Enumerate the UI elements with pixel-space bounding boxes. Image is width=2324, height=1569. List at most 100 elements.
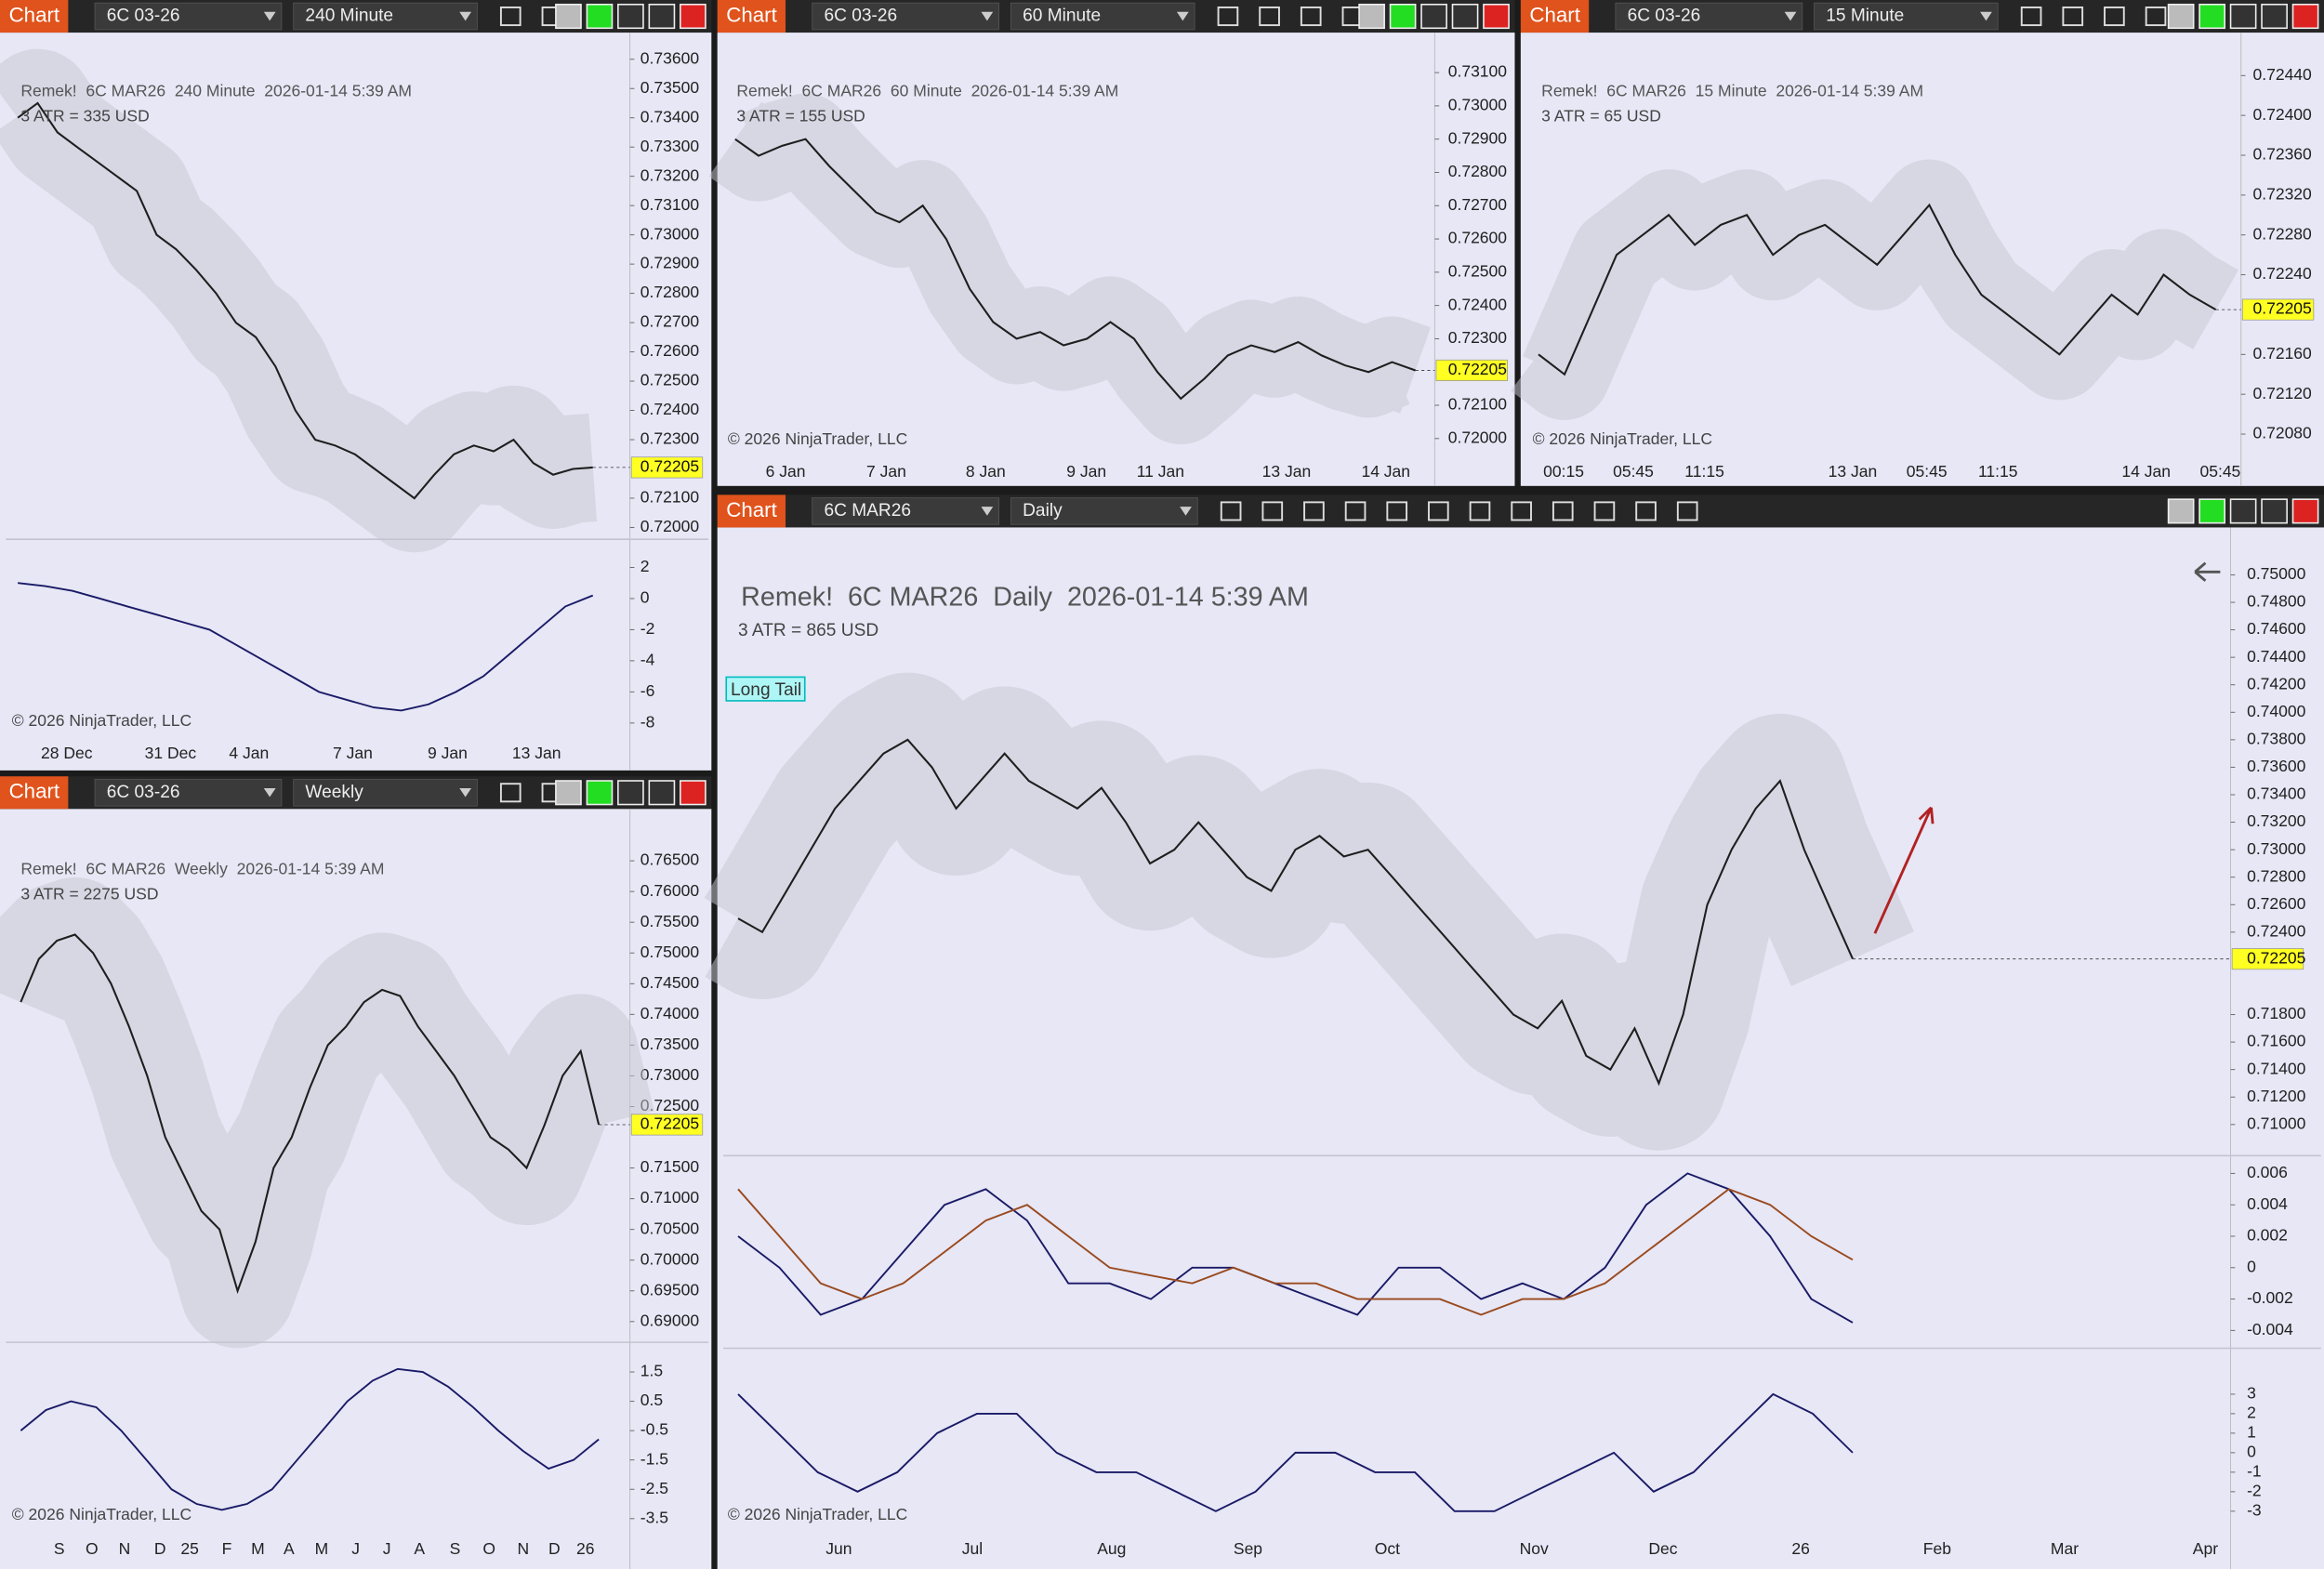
price-tick-label: 0.74000 (640, 1004, 700, 1022)
atr-label: 3 ATR = 335 USD (20, 107, 149, 125)
window-button[interactable] (680, 780, 706, 806)
window-button[interactable] (2199, 498, 2225, 524)
last-price-label: 0.72205 (2247, 948, 2305, 967)
annotation-box (725, 676, 806, 702)
price-tick-label: 0.72320 (2252, 184, 2312, 203)
osc-line (737, 1188, 1854, 1316)
time-label: N (517, 1539, 529, 1558)
window-button[interactable] (1358, 3, 1385, 30)
window-button[interactable] (2199, 3, 2225, 30)
osc-tick-label: -0.004 (2247, 1320, 2293, 1338)
instrument-label: 6C 03-26 (107, 783, 180, 802)
time-label: Sep (1234, 1539, 1262, 1558)
tool-icon[interactable] (2062, 7, 2084, 27)
window-button[interactable] (1451, 3, 1479, 30)
tool-icon[interactable] (1635, 501, 1657, 521)
tool-icon[interactable] (2104, 7, 2125, 27)
window-button[interactable] (680, 3, 706, 30)
price-tick-label: 0.72400 (640, 400, 700, 418)
tool-icon[interactable] (1552, 501, 1574, 521)
chart-title: Remek! 6C MAR26 60 Minute 2026-01-14 5:3… (736, 81, 1118, 99)
tool-icon[interactable] (1217, 7, 1239, 27)
window-button[interactable] (555, 780, 582, 806)
price-tick-label: 0.72100 (640, 488, 700, 507)
time-label: 9 Jan (1066, 462, 1106, 481)
window-button[interactable] (2167, 498, 2195, 524)
window-button[interactable] (1389, 3, 1417, 30)
back-arrow[interactable] (2194, 561, 2221, 582)
time-label: 05:45 (2199, 462, 2240, 481)
chart-button[interactable] (717, 0, 786, 33)
price-tick-label: 0.76000 (640, 881, 700, 900)
last-price-label: 0.72205 (640, 457, 699, 476)
tool-icon[interactable] (1593, 501, 1616, 521)
window-button[interactable] (648, 780, 676, 806)
tool-icon[interactable] (2020, 7, 2042, 27)
tool-icon[interactable] (499, 783, 522, 803)
window-button[interactable] (555, 3, 582, 30)
window-button[interactable] (2229, 498, 2257, 524)
chart-title: Remek! 6C MAR26 Daily 2026-01-14 5:39 AM (741, 583, 1309, 613)
tool-icon[interactable] (1259, 7, 1280, 27)
time-label: 31 Dec (145, 744, 197, 762)
time-label: O (482, 1539, 495, 1558)
osc-tick-label: 1 (2247, 1423, 2256, 1442)
window-button[interactable] (1420, 3, 1447, 30)
window-button[interactable] (2261, 3, 2288, 30)
window-button[interactable] (2229, 3, 2257, 30)
chart-title: Remek! 6C MAR26 240 Minute 2026-01-14 5:… (20, 81, 412, 99)
price-tick-label: 0.72900 (640, 254, 700, 272)
window-button[interactable] (2291, 3, 2319, 30)
window-button[interactable] (586, 780, 614, 806)
instrument-dropdown[interactable] (94, 779, 283, 807)
window-button[interactable] (586, 3, 614, 30)
tool-icon[interactable] (1676, 501, 1698, 521)
window-button[interactable] (617, 3, 644, 30)
osc-tick-label: 2 (2247, 1404, 2256, 1422)
price-tick-label: 0.74400 (2247, 647, 2306, 666)
chart-button[interactable] (0, 0, 69, 33)
time-label: 11:15 (1978, 462, 2018, 481)
window-button[interactable] (2291, 498, 2319, 524)
price-tick-label: 0.71600 (2247, 1032, 2306, 1050)
tool-icon[interactable] (1300, 7, 1322, 27)
timeframe-dropdown[interactable] (1010, 497, 1198, 525)
tool-icon[interactable] (1386, 501, 1408, 521)
timeframe-dropdown[interactable] (1010, 2, 1195, 31)
instrument-dropdown[interactable] (812, 2, 1000, 31)
timeframe-dropdown[interactable] (293, 779, 478, 807)
osc-tick-label: 0.002 (2247, 1226, 2288, 1245)
time-label: 13 Jan (1829, 462, 1878, 481)
time-label: 05:45 (1613, 462, 1654, 481)
time-label: Oct (1375, 1539, 1400, 1558)
price-tick-label: 0.72700 (1448, 195, 1508, 214)
tool-icon[interactable] (1469, 501, 1491, 521)
tool-icon[interactable] (1303, 501, 1325, 521)
timeframe-dropdown[interactable] (1814, 2, 1999, 31)
window-button[interactable] (2167, 3, 2195, 30)
tool-icon[interactable] (1220, 501, 1242, 521)
price-line (1538, 203, 2217, 376)
osc-tick-label: -2 (2247, 1481, 2262, 1499)
tool-icon[interactable] (2145, 7, 2167, 27)
tool-icon[interactable] (1344, 501, 1367, 521)
window-button[interactable] (2261, 498, 2288, 524)
window-button[interactable] (648, 3, 676, 30)
chart-button[interactable] (1520, 0, 1590, 33)
osc-tick-label: -3.5 (640, 1508, 668, 1526)
chart-button[interactable] (0, 776, 69, 810)
tool-icon[interactable] (499, 7, 522, 27)
tool-icon[interactable] (1428, 501, 1449, 521)
instrument-dropdown[interactable] (94, 2, 283, 31)
window-button[interactable] (1483, 3, 1510, 30)
chart-title: Remek! 6C MAR26 Weekly 2026-01-14 5:39 A… (20, 859, 384, 877)
instrument-dropdown[interactable] (812, 497, 1000, 525)
tool-icon[interactable] (1511, 501, 1532, 521)
chart-button[interactable] (717, 494, 786, 528)
time-label: 8 Jan (966, 462, 1006, 481)
instrument-dropdown[interactable] (1615, 2, 1803, 31)
tool-icon[interactable] (1261, 501, 1284, 521)
osc-tick-label: 3 (2247, 1384, 2256, 1403)
window-button[interactable] (617, 780, 644, 806)
timeframe-dropdown[interactable] (293, 2, 478, 31)
